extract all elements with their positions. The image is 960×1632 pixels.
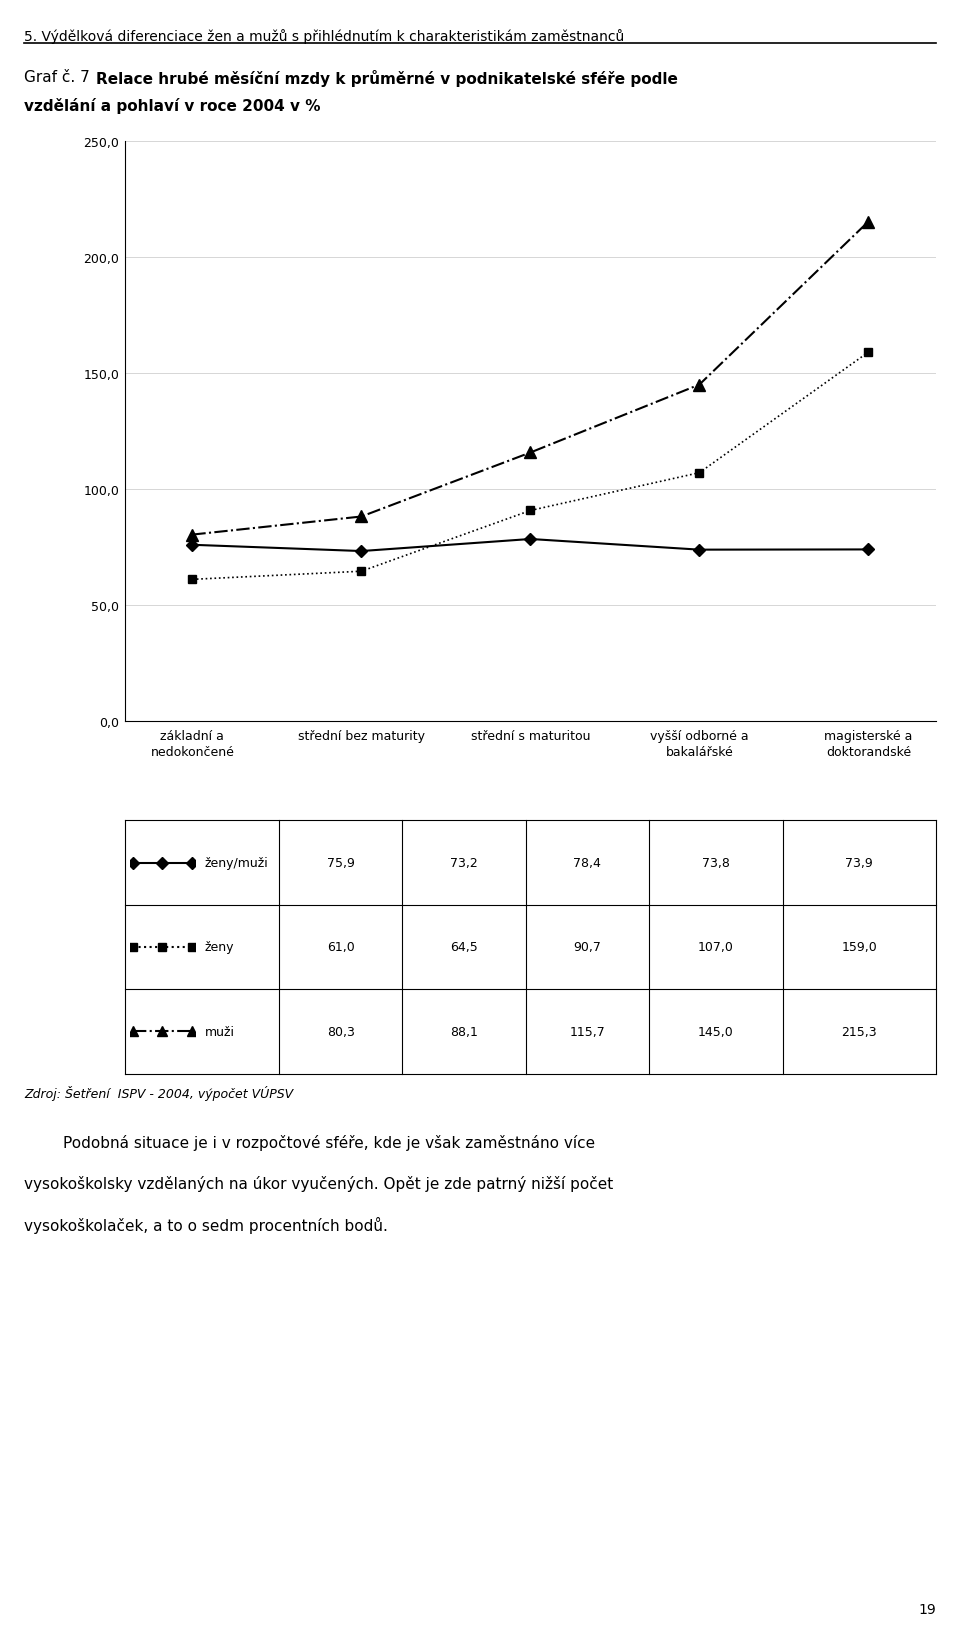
- Text: 107,0: 107,0: [698, 942, 733, 953]
- Text: Graf č. 7: Graf č. 7: [24, 70, 95, 85]
- Text: 78,4: 78,4: [573, 857, 601, 870]
- Text: 61,0: 61,0: [326, 942, 354, 953]
- Text: 115,7: 115,7: [569, 1025, 605, 1038]
- Text: vysokoškolsky vzdělaných na úkor vyučených. Opět je zde patrný nižší počet: vysokoškolsky vzdělaných na úkor vyučený…: [24, 1175, 613, 1191]
- Text: 64,5: 64,5: [450, 942, 478, 953]
- Text: ženy/muži: ženy/muži: [204, 857, 269, 870]
- Text: 215,3: 215,3: [842, 1025, 877, 1038]
- Text: 90,7: 90,7: [573, 942, 601, 953]
- Text: 73,2: 73,2: [450, 857, 478, 870]
- Text: 159,0: 159,0: [842, 942, 877, 953]
- Text: 75,9: 75,9: [326, 857, 354, 870]
- Text: 80,3: 80,3: [326, 1025, 354, 1038]
- Text: vysokoškolaček, a to o sedm procentních bodů.: vysokoškolaček, a to o sedm procentních …: [24, 1216, 388, 1232]
- Text: 73,9: 73,9: [846, 857, 874, 870]
- Text: Podobná situace je i v rozpočtové sféře, kde je však zaměstnáno více: Podobná situace je i v rozpočtové sféře,…: [24, 1134, 595, 1151]
- Text: Relace hrubé měsíční mzdy k průměrné v podnikatelské sféře podle: Relace hrubé měsíční mzdy k průměrné v p…: [96, 70, 678, 86]
- Text: muži: muži: [204, 1025, 235, 1038]
- Text: ženy: ženy: [204, 942, 234, 953]
- Text: 88,1: 88,1: [450, 1025, 478, 1038]
- Text: vzdělání a pohlaví v roce 2004 v %: vzdělání a pohlaví v roce 2004 v %: [24, 98, 321, 114]
- Text: 145,0: 145,0: [698, 1025, 733, 1038]
- Text: 5. Výdělková diferenciace žen a mužů s přihlédnutím k charakteristikám zaměstnan: 5. Výdělková diferenciace žen a mužů s p…: [24, 29, 624, 44]
- Text: Zdroj: Šetření  ISPV - 2004, výpočet VÚPSV: Zdroj: Šetření ISPV - 2004, výpočet VÚPS…: [24, 1085, 293, 1100]
- Text: 73,8: 73,8: [702, 857, 730, 870]
- Text: 19: 19: [919, 1601, 936, 1616]
